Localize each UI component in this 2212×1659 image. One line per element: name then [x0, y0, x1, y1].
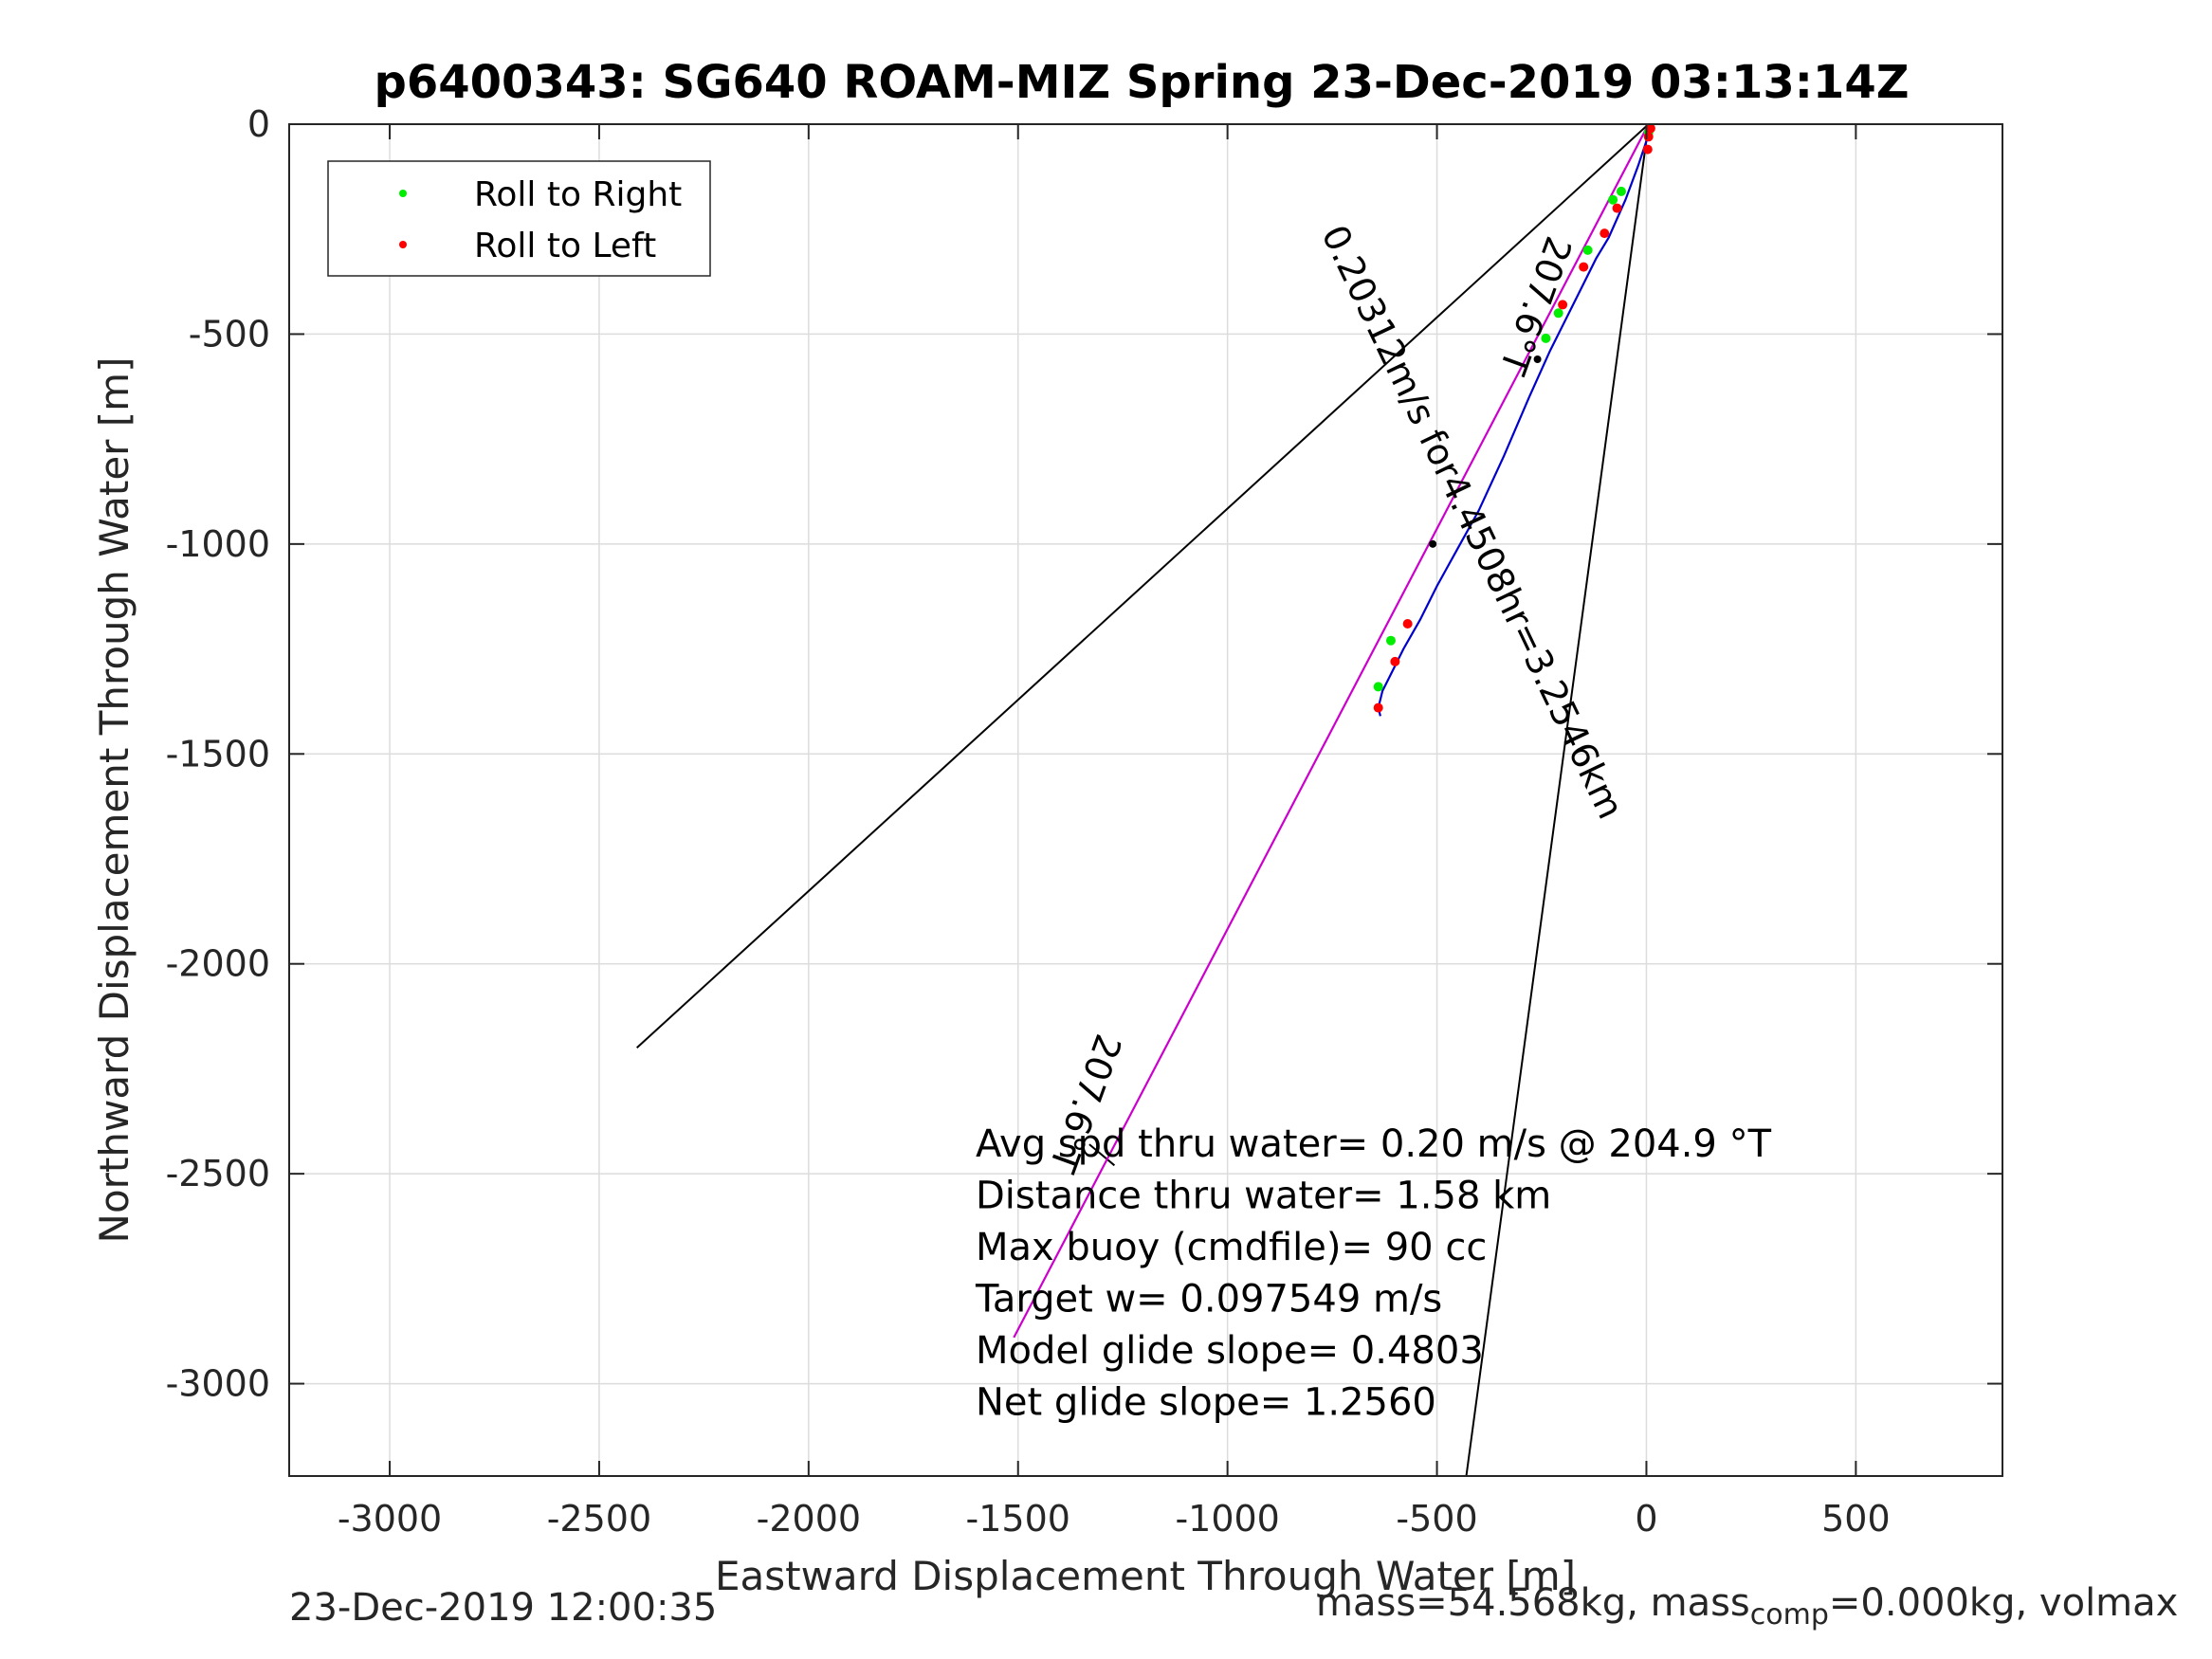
roll-right-point: [1616, 186, 1626, 196]
stats-line: Avg spd thru water= 0.20 m/s @ 204.9 °T: [976, 1122, 1772, 1166]
roll-right-point: [1553, 308, 1563, 319]
roll-left-point: [1600, 228, 1610, 239]
x-tick-label: -500: [1396, 1498, 1477, 1540]
roll-left-point: [1390, 656, 1400, 666]
stats-line: Target w= 0.097549 m/s: [975, 1278, 1442, 1322]
roll-left-point: [1579, 262, 1589, 272]
markers-point: [1533, 356, 1542, 363]
track-line: [1377, 124, 1650, 717]
y-tick-label: -1500: [166, 733, 270, 775]
x-tick-label: -1000: [1175, 1498, 1279, 1540]
axes-box: [289, 124, 2002, 1476]
y-tick-label: -1000: [166, 523, 270, 565]
x-tick-label: -3000: [338, 1498, 442, 1540]
y-tick-label: 0: [247, 103, 270, 145]
x-tick-label: 0: [1635, 1498, 1657, 1540]
roll-right-point: [1541, 333, 1551, 343]
axes-frame: [288, 123, 2003, 1477]
legend: Roll to Right Roll to Left: [327, 160, 711, 277]
roll-left-point: [1645, 123, 1655, 134]
track-lines: [1013, 124, 1650, 1339]
roll-left-point: [1643, 132, 1654, 142]
roll-right-point: [1373, 682, 1383, 692]
legend-box: [327, 160, 711, 277]
reference-line: [1088, 1143, 1116, 1167]
stats-text: Avg spd thru water= 0.20 m/s @ 204.9 °T D…: [975, 1122, 1772, 1425]
roll-left-point: [1642, 144, 1653, 155]
legend-marker: [399, 190, 407, 197]
rhumb-line: [1013, 124, 1650, 1339]
roll-points: [1373, 123, 1655, 713]
roll-left-point: [1402, 619, 1413, 629]
x-tick-label: -2500: [547, 1498, 651, 1540]
footer-mass-prefix: mass=54.568kg, mass: [1316, 1581, 1750, 1625]
plot-area: 207.6°T0.20312m/s for4.4508hr=3.2546km20…: [166, 103, 2003, 1540]
roll-right-point: [1608, 194, 1618, 205]
y-tick-label: -2500: [166, 1153, 270, 1194]
roll-left-point: [1558, 300, 1568, 310]
tick-labels: -3000 -2500 -2000 -1500 -1000 -500 0 500 0 -500 -1…: [166, 103, 1891, 1540]
roll-left-point: [1612, 203, 1622, 213]
reference-line: [636, 124, 1650, 1049]
legend-label: Roll to Right: [474, 175, 682, 214]
y-axis-label: Northward Displacement Through Water [m]: [91, 357, 137, 1244]
footer-mass: mass=54.568kg, masscomp=0.000kg, volmax: [1316, 1581, 2178, 1632]
roll-right-point: [1385, 635, 1396, 646]
footer-timestamp: 23-Dec-2019 12:00:35: [289, 1586, 718, 1630]
x-tick-label: -1500: [966, 1498, 1070, 1540]
reference-lines: [636, 124, 1650, 1476]
markers-point: [1429, 539, 1437, 548]
legend-marker: [399, 241, 407, 248]
roll-left-point: [1373, 702, 1383, 713]
legend-label: Roll to Left: [474, 227, 656, 265]
roll-right-point: [1582, 245, 1593, 255]
x-tick-label: -2000: [757, 1498, 861, 1540]
footer-mass-sub: comp: [1749, 1598, 1829, 1632]
axes-border: [288, 123, 2003, 1477]
reference-line: [1465, 124, 1650, 1476]
stats-line: Model glide slope= 0.4803: [976, 1329, 1484, 1373]
chart-title: p6400343: SG640 ROAM-MIZ Spring 23-Dec-2…: [374, 56, 1909, 109]
y-tick-label: -500: [189, 313, 270, 355]
y-tick-label: -3000: [166, 1363, 270, 1405]
footer-mass-suffix: =0.000kg, volmax: [1828, 1581, 2179, 1625]
stats-line: Distance thru water= 1.58 km: [976, 1175, 1551, 1218]
x-tick-label: 500: [1821, 1498, 1891, 1540]
stats-line: Net glide slope= 1.2560: [976, 1381, 1436, 1425]
x-axis-label: Eastward Displacement Through Water [m]: [715, 1553, 1576, 1599]
y-tick-label: -2000: [166, 943, 270, 985]
stats-line: Max buoy (cmdfile)= 90 cc: [976, 1226, 1487, 1269]
